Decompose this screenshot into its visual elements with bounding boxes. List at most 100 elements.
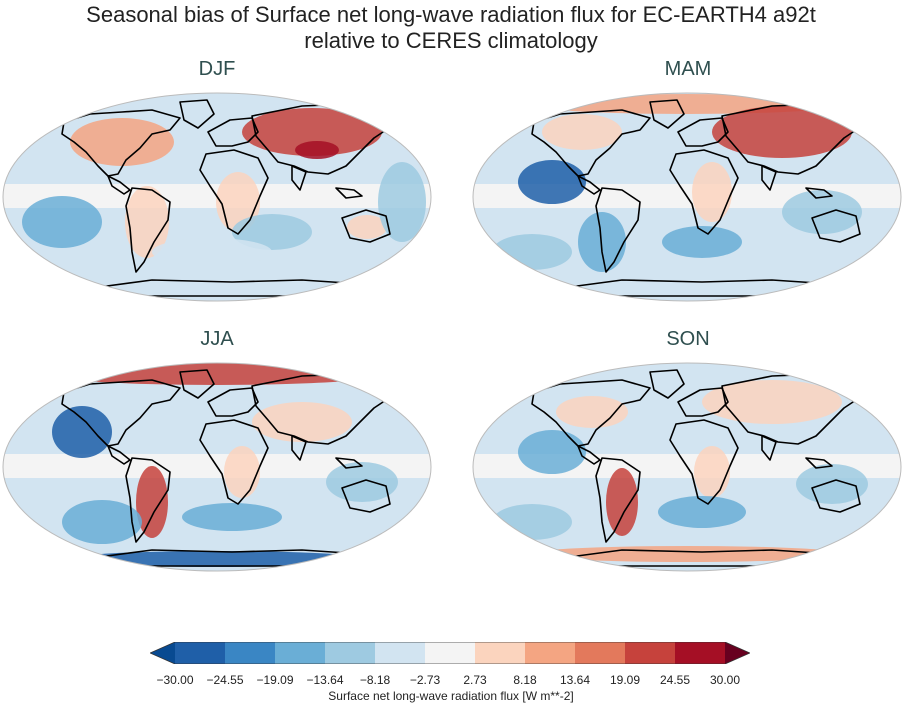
bias-region	[67, 551, 367, 567]
map-border	[472, 92, 902, 302]
coastline	[335, 457, 363, 469]
bias-region	[347, 215, 387, 239]
colorbar-bin	[425, 642, 476, 664]
panel-title-jja: JJA	[200, 328, 234, 350]
bias-region	[712, 106, 852, 158]
map-panel-mam	[472, 92, 902, 302]
coastline	[669, 419, 739, 505]
figure-title: Seasonal bias of Surface net long-wave r…	[0, 2, 902, 54]
coastline	[341, 209, 391, 243]
panel-title-son: SON	[666, 328, 710, 350]
bias-region	[70, 118, 174, 166]
coastline	[107, 175, 131, 195]
bias-region	[556, 396, 628, 428]
coastline	[61, 379, 181, 447]
bias-region	[518, 430, 586, 474]
bias-region	[52, 406, 112, 458]
map-panel-son	[472, 362, 902, 572]
bias-region	[216, 172, 260, 232]
coastline	[669, 149, 739, 235]
map-field	[3, 93, 431, 301]
coastline	[531, 109, 651, 177]
bias-region	[658, 496, 746, 528]
coastline	[811, 209, 861, 243]
bias-region	[662, 226, 742, 258]
coastline	[335, 187, 363, 199]
bias-region	[242, 108, 382, 156]
coastline	[677, 117, 729, 147]
colorbar-extend-high	[725, 642, 750, 664]
colorbar-tick-label: 2.73	[463, 673, 487, 687]
coastline	[199, 149, 269, 235]
coastline	[207, 387, 259, 417]
panel-title-mam: MAM	[664, 58, 712, 80]
map-field	[473, 93, 901, 301]
coastline	[577, 445, 601, 465]
colorbar-extend-low	[150, 642, 175, 664]
coastline	[61, 109, 181, 177]
coastline	[125, 457, 171, 543]
coastline	[761, 165, 777, 191]
bias-region	[492, 504, 572, 540]
panel-title-djf: DJF	[198, 58, 236, 80]
bias-region	[378, 162, 426, 242]
map-border	[2, 362, 432, 572]
bias-region	[606, 468, 638, 536]
coastline	[595, 457, 641, 543]
colorbar-label: Surface net long-wave radiation flux [W …	[328, 689, 574, 703]
bias-region	[182, 503, 282, 531]
bias-region	[125, 186, 169, 258]
bias-region	[224, 446, 260, 498]
colorbar-bin	[625, 642, 676, 664]
map-panel-jja	[2, 362, 432, 572]
bias-region	[232, 214, 312, 250]
bias-region	[518, 160, 586, 204]
colorbar-bin	[275, 642, 326, 664]
bias-region	[152, 238, 272, 266]
coastline	[125, 187, 171, 273]
bias-region	[782, 190, 862, 234]
coastline	[291, 165, 307, 191]
colorbar-tick-label: −30.00	[156, 673, 194, 687]
bias-region	[22, 196, 102, 248]
colorbar-bin	[525, 642, 576, 664]
coastline	[207, 117, 259, 147]
coastline	[805, 457, 833, 469]
bias-region	[692, 162, 732, 222]
coastline	[531, 379, 651, 447]
map-panel-djf	[2, 92, 432, 302]
bias-region	[527, 546, 847, 562]
colorbar-bin	[375, 642, 426, 664]
figure-title-line1: Seasonal bias of Surface net long-wave r…	[86, 2, 816, 27]
coastline	[805, 187, 833, 199]
bias-region	[542, 114, 622, 150]
colorbar-tick-label: 19.09	[609, 673, 641, 687]
colorbar-bin	[175, 642, 226, 664]
coastline	[179, 99, 215, 129]
coastline	[179, 369, 215, 399]
coastline	[199, 419, 269, 505]
colorbar-tick-label: −8.18	[359, 673, 391, 687]
bias-region	[694, 446, 730, 498]
colorbar-bin	[475, 642, 526, 664]
map-border	[472, 362, 902, 572]
bias-region	[295, 141, 339, 159]
coastline	[291, 435, 307, 461]
bias-region	[702, 380, 842, 424]
colorbar	[150, 642, 750, 664]
bias-region	[252, 402, 352, 442]
coastline	[811, 479, 861, 513]
colorbar-tick-label: −2.73	[409, 673, 441, 687]
colorbar-tick-label: −24.55	[206, 673, 244, 687]
colorbar-bin	[675, 642, 726, 664]
colorbar-bin	[575, 642, 626, 664]
colorbar-bin	[225, 642, 276, 664]
coastline	[649, 99, 685, 129]
bias-region	[796, 464, 868, 504]
coastline	[761, 435, 777, 461]
coastline	[649, 369, 685, 399]
colorbar-tick-label: −13.64	[306, 673, 344, 687]
bias-region	[62, 500, 142, 544]
colorbar-tick-label: 13.64	[559, 673, 591, 687]
map-border	[2, 92, 432, 302]
